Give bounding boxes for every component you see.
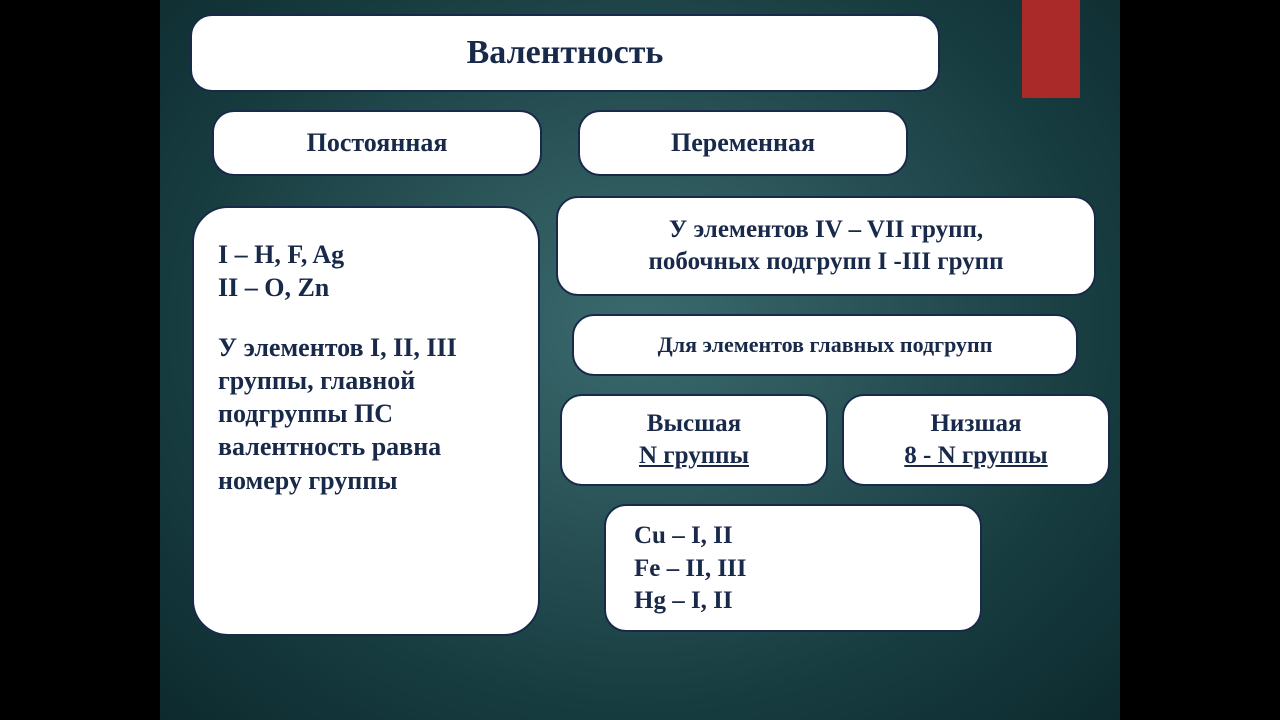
- variable-top-box: У элементов IV – VII групп, побочных под…: [556, 196, 1096, 296]
- high-value: N группы: [639, 440, 749, 473]
- example-1: Cu – I, II: [634, 520, 960, 553]
- constant-paragraph: У элементов I, II, III группы, главной п…: [218, 331, 518, 497]
- constant-line1: I – H, F, Ag: [218, 238, 518, 271]
- slide-background: Валентность Постоянная Переменная I – H,…: [160, 0, 1120, 720]
- main-subgroup-box: Для элементов главных подгрупп: [572, 314, 1078, 376]
- constant-body-box: I – H, F, Ag II – O, Zn У элементов I, I…: [192, 206, 540, 636]
- low-value: 8 - N группы: [904, 440, 1047, 473]
- variable-top-content: У элементов IV – VII групп, побочных под…: [649, 214, 1004, 279]
- example-3: Hg – I, II: [634, 585, 960, 618]
- variable-label-text: Переменная: [671, 128, 815, 158]
- variable-top-line1: У элементов IV – VII групп,: [649, 214, 1004, 247]
- main-subgroup-text: Для элементов главных подгрупп: [658, 332, 993, 358]
- title-text: Валентность: [467, 34, 664, 72]
- red-accent-tab: [1022, 0, 1080, 98]
- high-label: Высшая: [647, 408, 741, 441]
- example-2: Fe – II, III: [634, 553, 960, 586]
- constant-label-box: Постоянная: [212, 110, 542, 176]
- constant-line2: II – O, Zn: [218, 271, 518, 304]
- spacer: [218, 305, 518, 331]
- examples-box: Cu – I, II Fe – II, III Hg – I, II: [604, 504, 982, 632]
- low-label: Низшая: [930, 408, 1021, 441]
- constant-label-text: Постоянная: [307, 128, 448, 158]
- variable-label-box: Переменная: [578, 110, 908, 176]
- high-valency-box: Высшая N группы: [560, 394, 828, 486]
- variable-top-line2: побочных подгрупп I -III групп: [649, 246, 1004, 279]
- title-box: Валентность: [190, 14, 940, 92]
- low-valency-box: Низшая 8 - N группы: [842, 394, 1110, 486]
